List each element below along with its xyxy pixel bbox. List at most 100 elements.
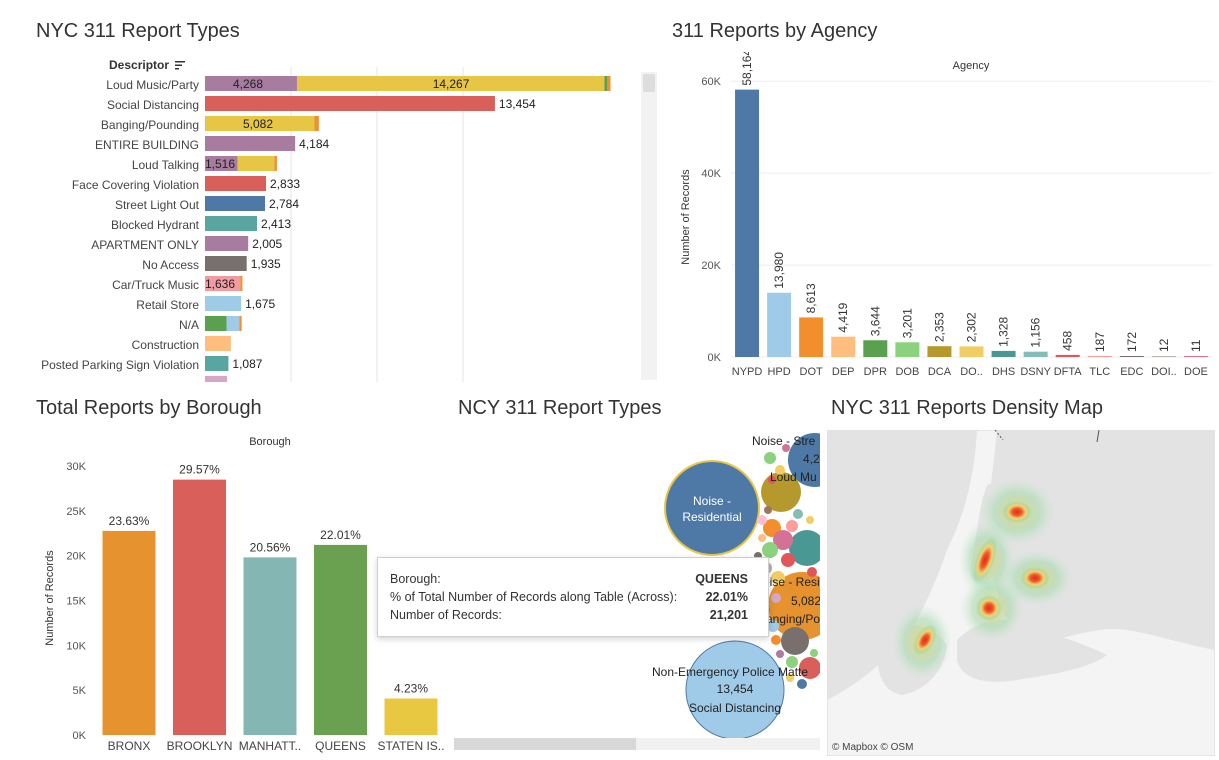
- bar-segment[interactable]: [205, 216, 258, 231]
- bar-segment[interactable]: [237, 156, 275, 171]
- bubble[interactable]: [807, 567, 817, 577]
- bar-segment[interactable]: [205, 316, 227, 331]
- bubble[interactable]: [782, 444, 790, 452]
- scrollbar-thumb[interactable]: [643, 74, 655, 92]
- agency-bar[interactable]: [991, 350, 1016, 357]
- descriptor-header[interactable]: Descriptor: [109, 58, 186, 72]
- bubble[interactable]: [773, 530, 793, 550]
- bubble[interactable]: [764, 452, 776, 464]
- borough-bar[interactable]: [314, 544, 367, 735]
- agency-category-label[interactable]: TLC: [1089, 366, 1110, 378]
- agency-bar[interactable]: [767, 292, 792, 357]
- report-types-chart[interactable]: Loud Music/Party 4,268 14,267 Social Distan…: [0, 52, 660, 382]
- bar-segment[interactable]: [205, 176, 267, 191]
- bar-segment[interactable]: [205, 336, 231, 351]
- agency-bar[interactable]: [1119, 356, 1144, 357]
- category-label[interactable]: Car/Truck Music: [112, 278, 199, 292]
- agency-bar[interactable]: [863, 340, 888, 357]
- agency-bar[interactable]: [1183, 356, 1208, 357]
- bubble[interactable]: [781, 627, 809, 655]
- category-label[interactable]: Street Light Out: [115, 198, 200, 212]
- bubble[interactable]: [764, 506, 772, 514]
- bubble[interactable]: [771, 635, 781, 645]
- agency-category-label[interactable]: DEP: [832, 366, 855, 378]
- bubble[interactable]: [771, 571, 785, 585]
- borough-bar[interactable]: [243, 557, 297, 735]
- category-label[interactable]: Loud Music/Party: [106, 78, 199, 92]
- agency-bar[interactable]: [1151, 356, 1176, 357]
- bubble-chart[interactable]: Noise -Residential Noise - Stre 4,2 Loud…: [450, 428, 822, 760]
- bar-segment[interactable]: [205, 156, 238, 171]
- agency-category-label[interactable]: HPD: [767, 366, 790, 378]
- bar-segment[interactable]: [604, 76, 608, 91]
- borough-bar[interactable]: [102, 530, 156, 735]
- bar-segment[interactable]: [205, 256, 247, 271]
- sort-descending-icon[interactable]: [175, 59, 186, 70]
- agency-category-label[interactable]: DHS: [992, 366, 1015, 378]
- bar-segment[interactable]: [205, 136, 296, 151]
- category-label[interactable]: ENTIRE BUILDING: [95, 138, 199, 152]
- borough-category-label[interactable]: BRONX: [108, 739, 151, 753]
- bar-segment[interactable]: [205, 96, 495, 111]
- bar-segment[interactable]: [205, 276, 241, 291]
- category-label[interactable]: No Access: [142, 258, 199, 272]
- bubble[interactable]: [786, 674, 794, 682]
- agency-category-label[interactable]: DOT: [800, 366, 824, 378]
- agency-bar[interactable]: [831, 336, 856, 357]
- bubble[interactable]: [758, 534, 766, 542]
- bar-segment[interactable]: [240, 276, 243, 291]
- bar-segment[interactable]: [274, 156, 277, 171]
- agency-category-label[interactable]: DFTA: [1054, 366, 1083, 378]
- bubble[interactable]: [767, 620, 779, 632]
- agency-chart[interactable]: Agency Number of Records 0K 20K 40K 60K 58,164…: [664, 52, 1219, 382]
- category-label[interactable]: Social Distancing: [107, 98, 199, 112]
- bar-segment[interactable]: [205, 236, 249, 251]
- borough-category-label[interactable]: MANHATT..: [239, 739, 301, 753]
- agency-bar[interactable]: [735, 89, 760, 357]
- agency-bar[interactable]: [959, 346, 984, 357]
- bubble[interactable]: [786, 520, 798, 532]
- bubble[interactable]: [797, 679, 807, 689]
- bar-segment[interactable]: [205, 76, 297, 91]
- bar-segment[interactable]: [205, 196, 265, 211]
- agency-category-label[interactable]: DSNY: [1020, 366, 1051, 378]
- bar-segment[interactable]: [239, 316, 242, 331]
- category-label[interactable]: Retail Store: [136, 298, 199, 312]
- agency-category-label[interactable]: DOI..: [1151, 366, 1177, 378]
- bubble[interactable]: [793, 509, 803, 519]
- bubble-police-social-distancing[interactable]: [685, 640, 785, 739]
- category-label[interactable]: Blocked Hydrant: [111, 218, 200, 232]
- agency-bar[interactable]: [799, 317, 824, 357]
- agency-category-label[interactable]: NYPD: [732, 366, 763, 378]
- bar-segment[interactable]: [205, 296, 242, 311]
- bubble[interactable]: [799, 657, 821, 679]
- bar-segment[interactable]: [314, 116, 319, 131]
- report-types-scrollbar[interactable]: [641, 72, 657, 380]
- bar-segment[interactable]: [296, 76, 605, 91]
- bubble-scrollbar-thumb[interactable]: [454, 738, 636, 750]
- density-map[interactable]: © Mapbox © OSM: [827, 430, 1215, 756]
- agency-category-label[interactable]: DO..: [960, 366, 983, 378]
- borough-category-label[interactable]: BROOKLYN: [167, 739, 233, 753]
- category-label[interactable]: Face Covering Violation: [72, 178, 199, 192]
- category-label[interactable]: N/A: [179, 318, 199, 332]
- map-attribution[interactable]: © Mapbox © OSM: [832, 742, 913, 753]
- category-label[interactable]: Construction: [132, 338, 199, 352]
- agency-bar[interactable]: [1055, 354, 1080, 357]
- bubble-noise-street[interactable]: [788, 433, 822, 487]
- bubble-noise-residential[interactable]: [664, 460, 760, 556]
- bar-segment[interactable]: [205, 116, 315, 131]
- bubble[interactable]: [806, 516, 814, 524]
- bar-segment[interactable]: [205, 376, 227, 382]
- agency-bar[interactable]: [927, 346, 952, 357]
- borough-chart[interactable]: Borough Number of Records 0K 5K 10K 15K 20K 25K…: [30, 428, 450, 758]
- borough-category-label[interactable]: QUEENS: [315, 739, 366, 753]
- bar-segment[interactable]: [607, 76, 611, 91]
- agency-bar[interactable]: [1087, 356, 1112, 357]
- bar-segment[interactable]: [226, 316, 240, 331]
- bubble[interactable]: [781, 553, 795, 567]
- agency-bar[interactable]: [1023, 351, 1048, 357]
- bubble[interactable]: [757, 515, 767, 525]
- borough-category-label[interactable]: STATEN IS..: [378, 739, 445, 753]
- bubble[interactable]: [762, 542, 778, 558]
